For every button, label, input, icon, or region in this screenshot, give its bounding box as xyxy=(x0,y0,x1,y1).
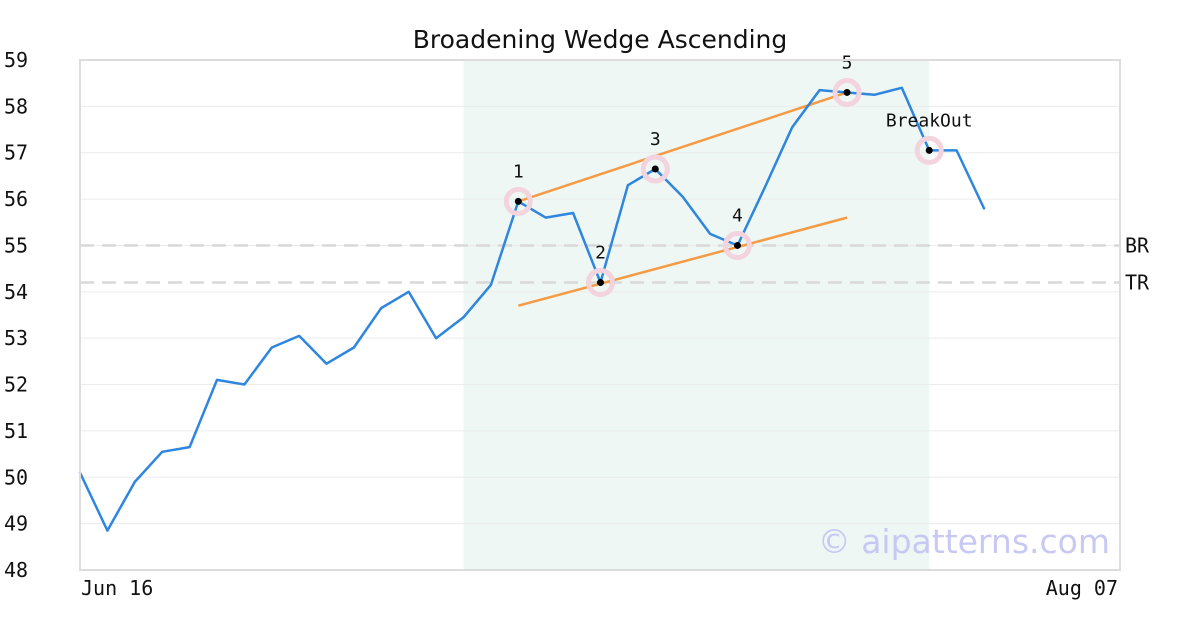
pattern-point-halo-2 xyxy=(585,268,615,298)
pattern-point-breakout xyxy=(925,146,933,154)
points-layer: 1 2 3 4 5 BreakOut xyxy=(503,52,973,298)
pattern-point-1 xyxy=(514,197,522,205)
pattern-point-label-3: 3 xyxy=(650,129,661,150)
y-tick-label: 52 xyxy=(4,373,28,397)
y-tick-label: 50 xyxy=(4,465,28,489)
y-tick-label: 54 xyxy=(4,280,28,304)
x-tick-label-end: Aug 07 xyxy=(1046,576,1118,600)
y-tick-label: 58 xyxy=(4,94,28,118)
watermark: © aipatterns.com xyxy=(818,522,1110,561)
reference-label-br: BR xyxy=(1125,233,1150,257)
x-tick-label-start: Jun 16 xyxy=(81,576,153,600)
plot-frame xyxy=(79,59,1121,571)
pattern-point-label-2: 2 xyxy=(595,243,606,264)
pattern-point-halo-3 xyxy=(640,154,670,184)
pattern-point-label-5: 5 xyxy=(842,52,853,73)
y-tick-label: 59 xyxy=(4,48,28,72)
pattern-point-3 xyxy=(651,165,659,173)
highlight-region-layer xyxy=(463,60,930,570)
y-tick-label: 56 xyxy=(4,187,28,211)
y-tick-label: 51 xyxy=(4,419,28,443)
pattern-point-label-4: 4 xyxy=(732,205,743,226)
pattern-point-halo-4 xyxy=(722,230,752,260)
reference-label-tr: TR xyxy=(1125,271,1150,295)
y-tick-label: 55 xyxy=(4,233,28,257)
y-tick-label: 49 xyxy=(4,512,28,536)
trend-lines-layer xyxy=(517,91,848,307)
pattern-point-label-1: 1 xyxy=(513,161,524,182)
pattern-point-5 xyxy=(843,88,851,96)
pattern-point-halo-1 xyxy=(503,186,533,216)
pattern-point-2 xyxy=(596,279,604,287)
pattern-point-halo-5 xyxy=(832,77,862,107)
trend-line-lower xyxy=(517,216,848,307)
chart-title: Broadening Wedge Ascending xyxy=(413,25,788,54)
highlight-region xyxy=(463,60,930,570)
y-tick-label: 53 xyxy=(4,326,28,350)
pattern-point-4 xyxy=(733,241,741,249)
y-tick-label: 48 xyxy=(4,558,28,582)
pattern-point-label-breakout: BreakOut xyxy=(886,110,973,131)
y-tick-label: 57 xyxy=(4,141,28,165)
trend-line-upper xyxy=(517,91,848,203)
pattern-point-halo-breakout xyxy=(914,135,944,165)
